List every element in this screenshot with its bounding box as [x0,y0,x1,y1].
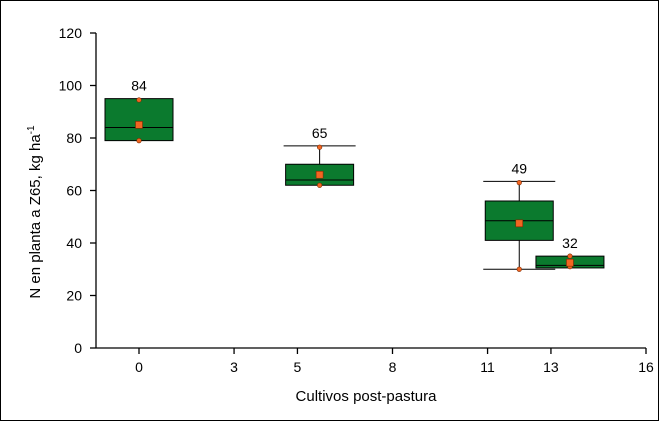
x-tick-label: 13 [543,359,559,375]
extreme-point [317,144,323,150]
box-group-2: 65 [283,125,356,188]
box-body [104,98,174,142]
extreme-point [516,266,522,272]
y-tick-label: 20 [66,288,82,304]
box-value-label: 49 [511,160,527,176]
mean-marker [315,170,324,179]
x-tick-label: 11 [480,359,495,375]
x-tick-label: 0 [135,359,143,375]
box-value-label: 32 [562,235,578,251]
box-group-1: 84 [104,78,174,144]
box-group-4: 32 [535,235,605,270]
y-tick-label: 120 [59,25,83,41]
y-tick-label: 40 [66,235,82,251]
mean-marker [566,258,574,267]
mean-marker [515,219,524,228]
x-tick-label: 5 [294,359,302,375]
boxes: 84 65 49 32 [104,78,605,272]
x-tick-label: 3 [230,359,238,375]
x-axis-label: Cultivos post-pastura [296,388,438,405]
axes: 0 20 40 60 80 100 120 0 3 5 8 11 13 16 [59,25,654,375]
extreme-point [567,253,573,259]
x-tick-label: 16 [638,359,654,375]
y-tick-label: 0 [74,340,82,356]
box-value-label: 65 [312,125,328,141]
mean-marker [135,121,143,129]
extreme-point [317,182,323,188]
y-tick-label: 80 [66,130,82,146]
x-tick-label: 8 [389,359,397,375]
y-tick-label: 100 [59,78,83,94]
y-tick-label: 60 [66,183,82,199]
y-axis-label: N en planta a Z65, kg ha-1 [26,125,44,299]
box-value-label: 84 [131,78,147,94]
extreme-point [136,138,142,144]
extreme-point [136,97,142,103]
box-group-3: 49 [483,160,556,272]
extreme-point [516,180,522,186]
